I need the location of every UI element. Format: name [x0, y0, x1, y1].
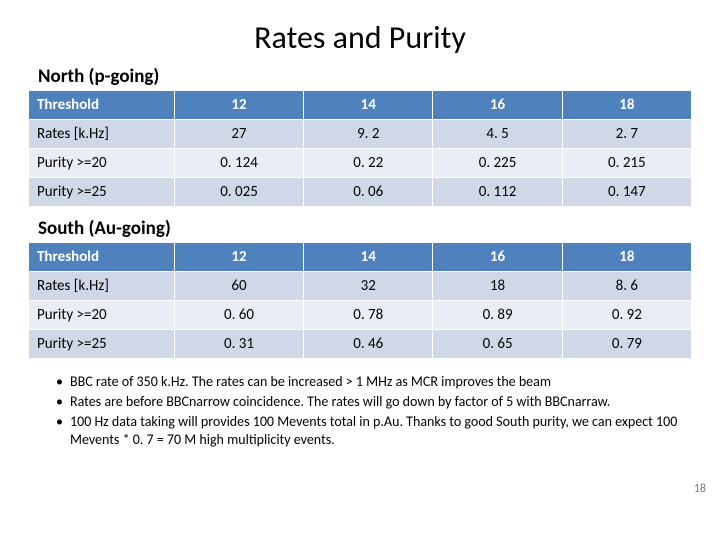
row-label: Purity >=20 [29, 301, 175, 330]
table-row: Purity >=25 0. 025 0. 06 0. 112 0. 147 [29, 178, 692, 207]
table-row: Rates [k.Hz] 60 32 18 8. 6 [29, 272, 692, 301]
table-header-row: Threshold 12 14 16 18 [29, 243, 692, 272]
cell: 0. 79 [562, 330, 691, 359]
col-header: Threshold [29, 91, 175, 120]
col-header: 12 [174, 243, 303, 272]
col-header: 16 [433, 91, 562, 120]
col-header: 14 [304, 243, 433, 272]
cell: 0. 225 [433, 149, 562, 178]
col-header: 14 [304, 91, 433, 120]
cell: 0. 65 [433, 330, 562, 359]
table-row: Purity >=20 0. 124 0. 22 0. 225 0. 215 [29, 149, 692, 178]
table-header-row: Threshold 12 14 16 18 [29, 91, 692, 120]
col-header: 16 [433, 243, 562, 272]
row-label: Rates [k.Hz] [29, 272, 175, 301]
cell: 2. 7 [562, 120, 691, 149]
cell: 27 [174, 120, 303, 149]
col-header: Threshold [29, 243, 175, 272]
row-label: Rates [k.Hz] [29, 120, 175, 149]
table-row: Purity >=25 0. 31 0. 46 0. 65 0. 79 [29, 330, 692, 359]
cell: 0. 06 [304, 178, 433, 207]
cell: 32 [304, 272, 433, 301]
list-item: Rates are before BBCnarrow coincidence. … [56, 393, 692, 411]
col-header: 18 [562, 91, 691, 120]
south-table: Threshold 12 14 16 18 Rates [k.Hz] 60 32… [28, 242, 692, 359]
cell: 0. 46 [304, 330, 433, 359]
table-row: Purity >=20 0. 60 0. 78 0. 89 0. 92 [29, 301, 692, 330]
list-item: BBC rate of 350 k.Hz. The rates can be i… [56, 373, 692, 391]
cell: 18 [433, 272, 562, 301]
cell: 8. 6 [562, 272, 691, 301]
row-label: Purity >=20 [29, 149, 175, 178]
cell: 0. 025 [174, 178, 303, 207]
cell: 0. 92 [562, 301, 691, 330]
cell: 0. 147 [562, 178, 691, 207]
north-table: Threshold 12 14 16 18 Rates [k.Hz] 27 9.… [28, 90, 692, 207]
cell: 0. 215 [562, 149, 691, 178]
col-header: 18 [562, 243, 691, 272]
north-heading: North (p-going) [38, 65, 692, 88]
cell: 0. 31 [174, 330, 303, 359]
col-header: 12 [174, 91, 303, 120]
cell: 0. 60 [174, 301, 303, 330]
cell: 60 [174, 272, 303, 301]
cell: 4. 5 [433, 120, 562, 149]
cell: 0. 89 [433, 301, 562, 330]
bullet-list: BBC rate of 350 k.Hz. The rates can be i… [28, 373, 692, 449]
page-number: 18 [694, 482, 706, 496]
cell: 9. 2 [304, 120, 433, 149]
cell: 0. 78 [304, 301, 433, 330]
row-label: Purity >=25 [29, 178, 175, 207]
slide: Rates and Purity North (p-going) Thresho… [0, 0, 720, 540]
cell: 0. 112 [433, 178, 562, 207]
table-row: Rates [k.Hz] 27 9. 2 4. 5 2. 7 [29, 120, 692, 149]
south-heading: South (Au-going) [38, 217, 692, 240]
page-title: Rates and Purity [28, 18, 692, 57]
row-label: Purity >=25 [29, 330, 175, 359]
cell: 0. 124 [174, 149, 303, 178]
list-item: 100 Hz data taking will provides 100 Mev… [56, 413, 692, 449]
cell: 0. 22 [304, 149, 433, 178]
